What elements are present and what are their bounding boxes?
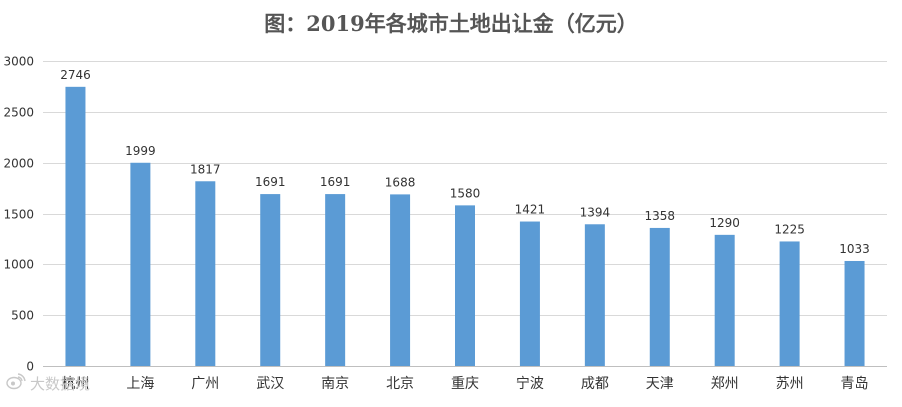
bar xyxy=(779,241,800,366)
y-tick-label: 3000 xyxy=(3,55,34,69)
category-label: 天津 xyxy=(646,376,674,392)
y-tick-label: 1000 xyxy=(3,258,34,272)
bar xyxy=(260,194,281,366)
category-label: 北京 xyxy=(386,376,414,392)
bar xyxy=(455,205,475,366)
data-label: 1290 xyxy=(709,216,740,230)
category-label: 广州 xyxy=(191,376,219,392)
category-label: 苏州 xyxy=(776,376,804,392)
y-tick-label: 2500 xyxy=(3,106,34,120)
y-tick-label: 1500 xyxy=(3,208,34,222)
data-label: 1580 xyxy=(450,186,481,200)
category-label: 成都 xyxy=(581,376,609,392)
category-label: 青岛 xyxy=(841,376,869,392)
data-label: 1817 xyxy=(190,162,221,176)
bar xyxy=(584,224,605,366)
bar xyxy=(195,181,216,366)
bar xyxy=(714,234,735,366)
data-label: 1394 xyxy=(580,205,611,219)
bar xyxy=(130,162,151,366)
watermark: 大数据境 xyxy=(6,373,90,393)
data-label: 2746 xyxy=(60,68,91,82)
bar xyxy=(844,260,865,366)
data-label: 1691 xyxy=(255,175,286,189)
category-labels: 杭州 上海 广州 武汉 南京 北京 重庆 宁波 成都 天津 郑州 苏州 青岛 xyxy=(61,375,868,392)
data-label: 1688 xyxy=(385,175,416,189)
bar xyxy=(325,194,346,366)
bar xyxy=(390,194,411,366)
data-label: 1033 xyxy=(839,242,870,256)
category-label: 南京 xyxy=(321,376,349,392)
category-label: 郑州 xyxy=(711,376,739,392)
bars xyxy=(65,86,865,366)
watermark-text: 大数据境 xyxy=(30,375,90,393)
bar xyxy=(649,227,670,366)
y-tick-label: 2000 xyxy=(3,157,34,171)
y-tick-label: 0 xyxy=(26,360,34,374)
category-label: 上海 xyxy=(126,376,154,392)
category-label: 杭州 xyxy=(61,376,89,392)
data-label: 1225 xyxy=(774,222,805,236)
category-label: 武汉 xyxy=(256,376,284,392)
y-tick-label: 500 xyxy=(11,309,34,323)
chart-title: 图：2019年各城市土地出让金（亿元） xyxy=(264,11,637,36)
data-label: 1358 xyxy=(644,209,675,223)
data-label: 1691 xyxy=(320,175,351,189)
data-label: 1421 xyxy=(515,203,546,217)
category-label: 重庆 xyxy=(451,376,479,392)
bar xyxy=(65,86,86,366)
weibo-icon xyxy=(6,373,26,390)
bar xyxy=(519,221,540,366)
data-label: 1999 xyxy=(125,144,156,158)
y-axis-ticks: 0 500 1000 1500 2000 2500 3000 xyxy=(3,55,34,374)
data-labels: 2746 1999 1817 1691 1691 1688 1580 1421 1394 1358… xyxy=(60,68,870,256)
category-label: 宁波 xyxy=(516,375,544,392)
